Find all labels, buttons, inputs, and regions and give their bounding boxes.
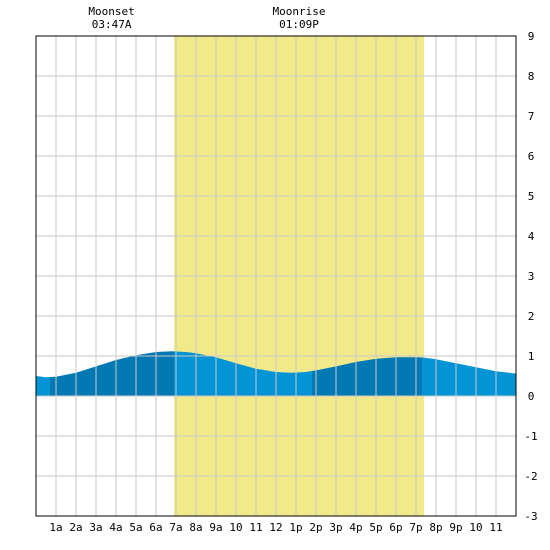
y-tick-label: 0 [528, 390, 535, 403]
tide-band-5 [422, 357, 516, 396]
x-tick-label: 3a [89, 521, 102, 534]
x-tick-label: 1a [49, 521, 62, 534]
x-tick-label: 4p [349, 521, 362, 534]
tide-area [36, 351, 516, 396]
tide-band-4 [312, 357, 422, 396]
y-axis-ticks: -3 -2 -1 0 1 2 3 4 5 6 7 8 9 [524, 30, 537, 523]
y-tick-label: 7 [528, 110, 535, 123]
y-tick-label: 5 [528, 190, 535, 203]
x-tick-label: 5p [369, 521, 382, 534]
x-tick-label: 1p [289, 521, 302, 534]
x-tick-label: 2p [309, 521, 322, 534]
y-tick-label: 4 [528, 230, 535, 243]
x-tick-label: 7p [409, 521, 422, 534]
x-tick-label: 8p [429, 521, 442, 534]
tide-band-3 [174, 351, 312, 396]
moon-event-label: Moonset [88, 5, 134, 18]
y-tick-label: 8 [528, 70, 535, 83]
x-tick-label: 10 [229, 521, 242, 534]
y-tick-label: -1 [524, 430, 537, 443]
y-tick-label: 2 [528, 310, 535, 323]
y-tick-label: -3 [524, 510, 537, 523]
x-tick-label: 11 [489, 521, 502, 534]
tide-band-1 [36, 376, 50, 396]
x-tick-label: 5a [129, 521, 142, 534]
x-tick-label: 11 [249, 521, 262, 534]
x-axis-ticks: 1a 2a 3a 4a 5a 6a 7a 8a 9a 10 11 12 1p 2p 3p 4p 5p 6p 7p 8p… [49, 521, 502, 534]
grid-lines [36, 36, 516, 516]
x-tick-label: 6a [149, 521, 162, 534]
y-tick-label: 9 [528, 30, 535, 43]
plot-border [35, 35, 517, 517]
x-tick-label: 6p [389, 521, 402, 534]
y-tick-label: 1 [528, 350, 535, 363]
y-tick-label: 3 [528, 270, 535, 283]
x-tick-label: 7a [169, 521, 182, 534]
x-tick-label: 4a [109, 521, 122, 534]
x-tick-label: 12 [269, 521, 282, 534]
moon-event-label: Moonrise [273, 5, 326, 18]
x-tick-label: 9a [209, 521, 222, 534]
y-tick-label: 6 [528, 150, 535, 163]
moon-event-time: 03:47A [92, 18, 132, 31]
x-tick-label: 8a [189, 521, 202, 534]
x-tick-label: 3p [329, 521, 342, 534]
x-tick-label: 2a [69, 521, 82, 534]
x-tick-label: 9p [449, 521, 462, 534]
y-tick-label: -2 [524, 470, 537, 483]
moon-event-time: 01:09P [279, 18, 319, 31]
tide-band-2 [50, 351, 174, 396]
x-tick-label: 10 [469, 521, 482, 534]
